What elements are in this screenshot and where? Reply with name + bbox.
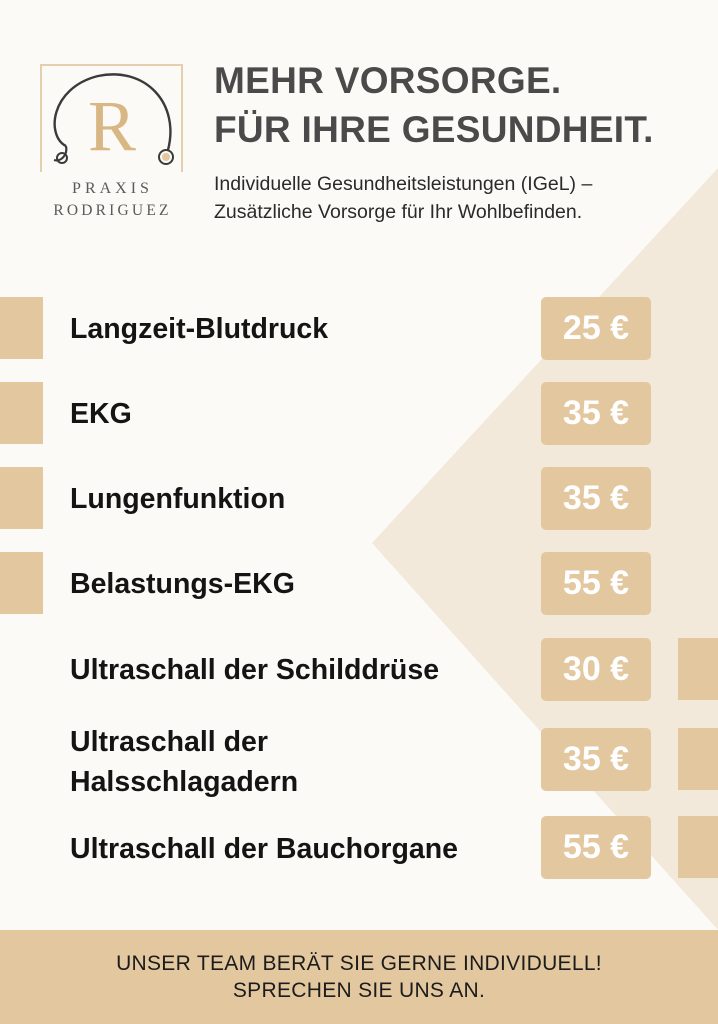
price-badge: 30 € [541,638,651,701]
price-badge: 55 € [541,816,651,879]
service-name: Ultraschall der Schilddrüse [70,654,440,686]
service-name: Belastungs-EKG [70,568,295,600]
service-name: Ultraschall der Bauchorgane [70,833,459,865]
stethoscope-icon [53,73,174,165]
footer-line-1: UNSER TEAM BERÄT SIE GERNE INDIVIDUELL! [116,952,602,975]
price-badge: 55 € [541,552,651,615]
subheadline-line-2: Zusätzliche Vorsorge für Ihr Wohlbefinde… [214,201,583,223]
logo-praxis-text: PRAXIS [72,180,153,197]
price-badge: 35 € [541,728,651,791]
logo-letter: R [87,86,137,166]
footer-line-2: SPRECHEN SIE UNS AN. [232,979,486,1002]
service-name: EKG [70,398,132,430]
subheadline-line-1: Individuelle Gesundheitsleistungen (IGeL… [214,173,593,195]
row-accent-tab [0,552,43,614]
footer-banner: UNSER TEAM BERÄT SIE GERNE INDIVIDUELL! … [0,930,718,1024]
service-name-line-1: Ultraschall der [70,726,268,758]
service-name: Ultraschall der Halsschlagadern [70,722,298,802]
row-accent-tab [678,816,718,878]
row-accent-tab [678,728,718,790]
row-accent-tab [0,297,43,359]
logo-frame [40,64,183,172]
logo-name-text: RODRIGUEZ [53,202,172,219]
price-badge: 35 € [541,382,651,445]
row-accent-tab [0,382,43,444]
service-name-line-2: Halsschlagadern [70,766,299,798]
service-name: Langzeit-Blutdruck [70,313,329,345]
service-name: Lungenfunktion [70,483,286,515]
row-accent-tab [0,467,43,529]
price-badge: 35 € [541,467,651,530]
headline-line-2: FÜR IHRE GESUNDHEIT. [214,109,654,150]
price-badge: 25 € [541,297,651,360]
row-accent-tab [678,638,718,700]
subheadline: Individuelle Gesundheitsleistungen (IGeL… [214,170,592,226]
headline: MEHR VORSORGE. FÜR IHRE GESUNDHEIT. [214,56,654,154]
services-list: Langzeit-Blutdruck 25 € EKG 35 € Lungenf… [0,297,718,879]
headline-line-1: MEHR VORSORGE. [214,60,562,101]
praxis-logo: R PRAXIS RODRIGUEZ [40,64,185,222]
